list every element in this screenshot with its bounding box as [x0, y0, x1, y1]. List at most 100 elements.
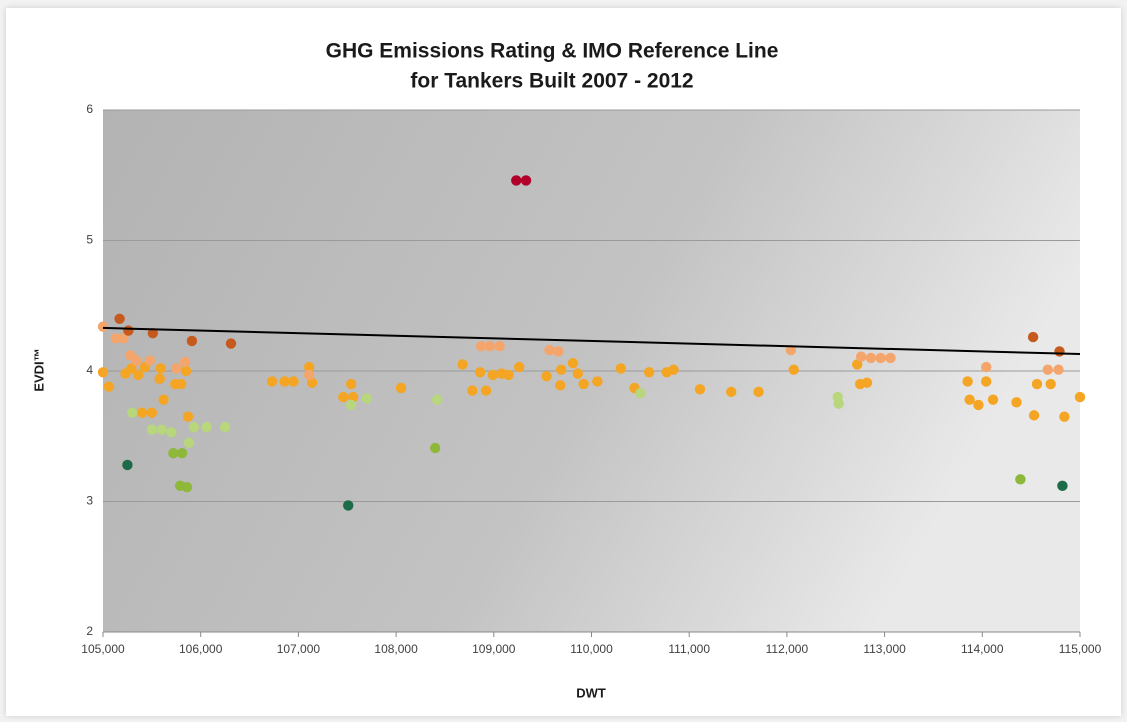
card: GHG Emissions Rating & IMO Reference Lin…: [6, 8, 1121, 716]
x-tick-label: 109,000: [472, 642, 516, 656]
point: [1031, 378, 1043, 390]
point: [361, 393, 372, 404]
point: [833, 398, 844, 409]
point: [855, 351, 867, 362]
point: [181, 481, 193, 493]
point: [186, 335, 198, 347]
point: [127, 407, 138, 418]
point: [694, 384, 706, 395]
point: [303, 361, 315, 373]
point: [180, 365, 192, 377]
point: [503, 369, 514, 381]
point: [347, 391, 359, 403]
point: [875, 352, 886, 364]
point: [1053, 364, 1064, 375]
x-tick-label: 115,000: [1059, 642, 1102, 656]
point: [494, 341, 505, 352]
x-tick-label: 114,000: [961, 642, 1004, 656]
y-tick-label: 4: [86, 363, 93, 377]
point: [592, 376, 603, 387]
point: [964, 394, 975, 405]
point: [753, 386, 764, 398]
point: [615, 363, 627, 374]
point: [635, 387, 646, 399]
y-tick-label: 5: [86, 233, 93, 247]
point: [147, 327, 159, 339]
point: [338, 391, 349, 403]
point: [166, 427, 177, 438]
point: [981, 376, 992, 387]
x-tick-label: 105,000: [81, 642, 125, 656]
point: [865, 352, 877, 364]
point: [156, 424, 167, 435]
chart-title: GHG Emissions Rating & IMO Reference Lin…: [326, 40, 779, 63]
chart: GHG Emissions Rating & IMO Reference Lin…: [31, 40, 1102, 701]
point: [431, 394, 443, 405]
point: [1045, 378, 1056, 390]
x-tick-label: 106,000: [179, 642, 223, 656]
point: [1015, 474, 1026, 485]
point: [175, 378, 187, 390]
point: [146, 424, 158, 435]
point: [484, 341, 496, 352]
point: [110, 333, 121, 344]
y-axis-title: EVDI™: [31, 348, 46, 391]
y-tick-label: 3: [86, 494, 93, 508]
point: [123, 325, 134, 336]
point: [726, 386, 737, 398]
point: [343, 500, 354, 511]
x-tick-label: 108,000: [374, 642, 418, 656]
point: [567, 357, 579, 369]
point: [219, 421, 231, 433]
point: [1059, 411, 1070, 422]
x-tick-label: 111,000: [668, 642, 710, 656]
point: [144, 355, 156, 366]
point: [973, 399, 984, 411]
point: [183, 437, 195, 448]
point: [578, 378, 589, 390]
point: [345, 378, 357, 390]
point: [852, 359, 863, 370]
point: [171, 363, 182, 374]
chart-title: for Tankers Built 2007 - 2012: [410, 70, 693, 93]
point: [480, 385, 492, 396]
point: [345, 399, 357, 411]
point: [103, 381, 115, 392]
point: [132, 369, 144, 381]
point: [572, 368, 584, 379]
point: [131, 355, 142, 366]
point: [158, 394, 169, 405]
point: [126, 363, 137, 374]
point: [303, 369, 315, 381]
y-tick-label: 2: [86, 624, 93, 638]
point: [511, 175, 522, 186]
x-tick-label: 113,000: [863, 642, 906, 656]
point: [514, 361, 525, 373]
point: [668, 364, 679, 375]
point: [962, 376, 973, 387]
point: [457, 359, 468, 370]
x-axis-title: DWT: [576, 685, 606, 700]
point: [544, 344, 555, 356]
point: [467, 385, 478, 396]
point: [1054, 346, 1065, 357]
point: [118, 333, 129, 344]
x-tick-label: 107,000: [277, 642, 321, 656]
point: [987, 394, 999, 405]
point: [122, 459, 133, 471]
point: [188, 421, 200, 433]
x-tick-label: 112,000: [766, 642, 809, 656]
y-tick-label: 6: [86, 102, 93, 116]
point: [541, 371, 552, 382]
point: [306, 377, 318, 388]
point: [475, 341, 487, 352]
point: [97, 321, 109, 332]
point: [981, 361, 992, 373]
point: [182, 411, 194, 422]
point: [266, 376, 278, 387]
point: [556, 364, 567, 375]
point: [114, 313, 125, 324]
reference-line: [102, 326, 1081, 356]
point: [643, 367, 655, 378]
point: [1027, 331, 1039, 343]
